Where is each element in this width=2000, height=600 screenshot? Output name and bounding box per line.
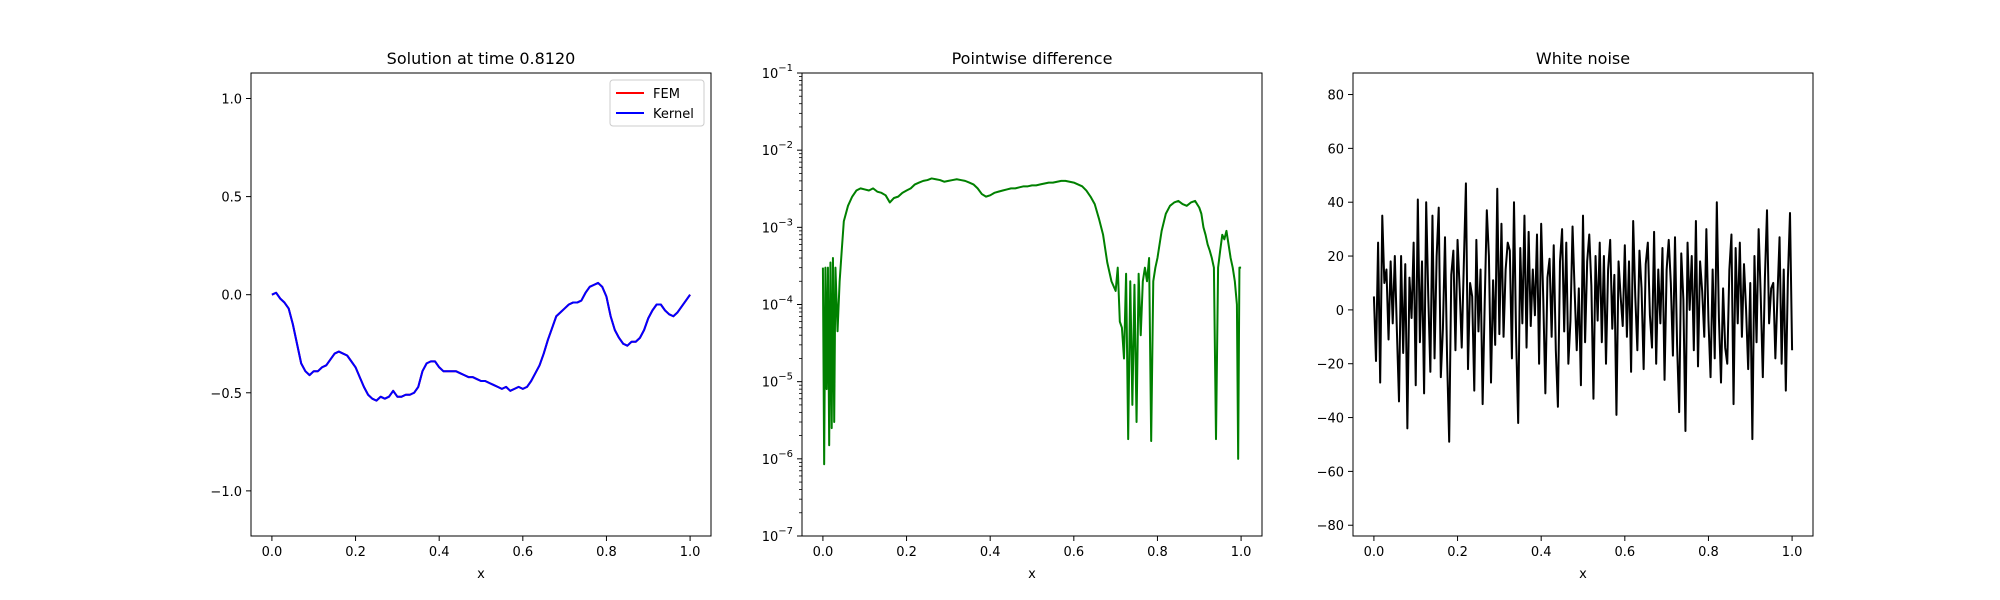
noise-xtick-label: 0.0 — [1364, 545, 1385, 560]
noise-ytick-label: 20 — [1327, 250, 1344, 265]
solution-axes: 0.0 0.2 0.4 0.6 0.8 1.0 −1.0 −0.5 0.0 0.5 1.0 — [210, 93, 700, 560]
solution-ytick-label: 0.5 — [221, 191, 242, 206]
difference-ytick-label: 10−7 — [762, 526, 793, 545]
noise-title: White noise — [1536, 49, 1630, 68]
solution-xtick-label: 1.0 — [680, 545, 701, 560]
noise-xtick-label: 0.2 — [1447, 545, 1468, 560]
difference-xtick-label: 0.4 — [980, 545, 1001, 560]
solution-ytick-label: 1.0 — [221, 93, 242, 108]
noise-xlabel: x — [1579, 567, 1587, 582]
difference-ytick-label: 10−6 — [762, 449, 793, 468]
difference-ytick-label: 10−1 — [762, 63, 793, 82]
difference-frame — [801, 72, 1263, 537]
noise-xtick-label: 0.4 — [1531, 545, 1552, 560]
noise-ytick-label: 40 — [1327, 196, 1344, 211]
difference-title: Pointwise difference — [952, 49, 1113, 68]
difference-axes: 0.0 0.2 0.4 0.6 0.8 1.0 10−7 10−6 10−5 10−4 10−3 10… — [762, 63, 1252, 560]
difference-ytick-label: 10−3 — [762, 217, 793, 236]
noise-xtick-label: 1.0 — [1782, 545, 1803, 560]
solution-title: Solution at time 0.8120 — [387, 49, 576, 68]
solution-lines — [271, 281, 691, 402]
solution-xtick-label: 0.4 — [429, 545, 450, 560]
difference-xtick-label: 0.8 — [1147, 545, 1168, 560]
noise-ytick-label: 80 — [1327, 89, 1344, 104]
difference-ytick-label: 10−2 — [762, 140, 793, 159]
solution-legend: FEM Kernel — [609, 79, 705, 127]
solution-xtick-label: 0.2 — [345, 545, 366, 560]
difference-xtick-label: 0.2 — [896, 545, 917, 560]
noise-lines — [1372, 182, 1794, 443]
solution-ytick-label: 0.0 — [221, 289, 242, 304]
noise-xtick-label: 0.6 — [1614, 545, 1635, 560]
solution-ytick-label: −0.5 — [210, 387, 242, 402]
noise-xtick-label: 0.8 — [1698, 545, 1719, 560]
noise-ytick-label: −20 — [1317, 358, 1344, 373]
difference-series-line-0 — [821, 177, 1242, 466]
difference-ytick-label: 10−4 — [762, 295, 793, 314]
solution-xtick-label: 0.6 — [512, 545, 533, 560]
noise-series-line-0 — [1372, 182, 1794, 443]
noise-ytick-label: −60 — [1317, 465, 1344, 480]
legend-box — [609, 79, 705, 127]
noise-panel: White noise 0.0 0.2 0.4 0.6 0.8 1.0 −80 −60 −40 −… — [1317, 49, 1814, 582]
difference-xtick-label: 0.0 — [813, 545, 834, 560]
difference-lines — [821, 177, 1242, 466]
solution-xtick-label: 0.8 — [596, 545, 617, 560]
solution-xlabel: x — [477, 567, 485, 582]
noise-ytick-label: −40 — [1317, 412, 1344, 427]
difference-xlabel: x — [1028, 567, 1036, 582]
legend-fem-label: FEM — [653, 87, 680, 102]
solution-series-line-1 — [271, 281, 691, 402]
difference-xtick-label: 0.6 — [1063, 545, 1084, 560]
noise-axes: 0.0 0.2 0.4 0.6 0.8 1.0 −80 −60 −40 −20 0 20 40 60 80 — [1317, 89, 1803, 560]
noise-ytick-label: 60 — [1327, 142, 1344, 157]
solution-frame — [250, 72, 712, 537]
noise-frame — [1352, 72, 1814, 537]
difference-panel: Pointwise difference 0.0 0.2 0.4 0.6 0.8 1.0 1… — [762, 49, 1263, 582]
solution-panel: Solution at time 0.8120 0.0 0.2 0.4 0.6 0.8 1… — [210, 49, 712, 582]
noise-ytick-label: −80 — [1317, 519, 1344, 534]
difference-ytick-label: 10−5 — [762, 372, 793, 391]
noise-ytick-label: 0 — [1336, 304, 1344, 319]
legend-kernel-label: Kernel — [653, 107, 694, 122]
solution-ytick-label: −1.0 — [210, 485, 242, 500]
difference-xtick-label: 1.0 — [1231, 545, 1252, 560]
solution-xtick-label: 0.0 — [262, 545, 283, 560]
